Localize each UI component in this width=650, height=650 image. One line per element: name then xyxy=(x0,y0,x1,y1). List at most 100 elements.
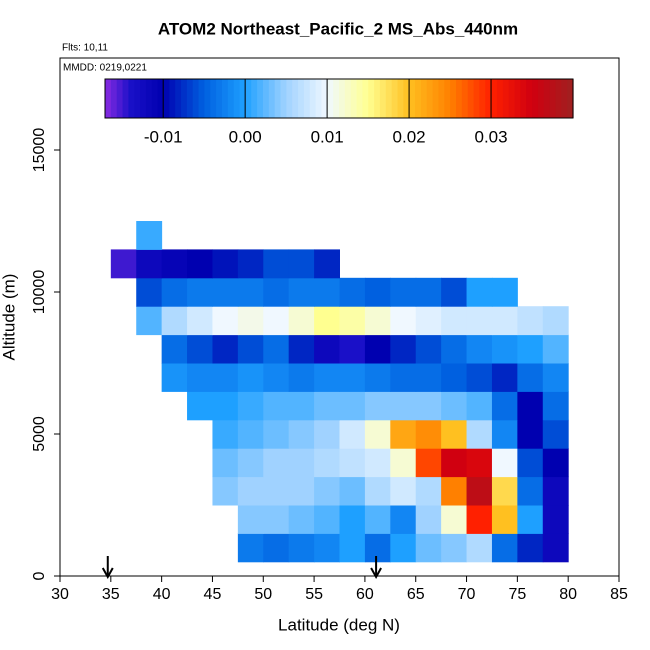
heatmap-cell xyxy=(466,306,493,336)
heatmap-cell xyxy=(288,391,315,421)
colorbar-swatch xyxy=(356,79,363,118)
heatmap-cell xyxy=(237,505,264,534)
heatmap-cell xyxy=(542,363,569,392)
heatmap-cell xyxy=(212,334,239,364)
heatmap-cell xyxy=(415,476,442,506)
heatmap-cell xyxy=(542,334,569,364)
heatmap-cell xyxy=(288,448,315,478)
heatmap-cell xyxy=(263,277,290,307)
heatmap-cell xyxy=(288,505,315,534)
y-axis-label: Altitude (m) xyxy=(0,274,18,361)
heatmap-cell xyxy=(237,334,264,364)
heatmap-cell xyxy=(237,533,264,563)
heatmap-cell xyxy=(339,391,366,421)
colorbar-swatch xyxy=(450,79,457,118)
colorbar-swatch xyxy=(251,79,258,118)
heatmap-cell xyxy=(364,419,391,449)
heatmap-cell xyxy=(187,334,213,364)
heatmap-cell xyxy=(288,533,315,563)
heatmap-cell xyxy=(517,391,544,421)
heatmap-cell xyxy=(364,448,391,478)
heatmap-cell xyxy=(314,249,340,279)
x-tick-label: 80 xyxy=(559,586,577,603)
heatmap-cell xyxy=(390,419,417,449)
heatmap-cell xyxy=(187,306,213,336)
arrow-head xyxy=(370,567,382,580)
heatmap-cell xyxy=(491,277,518,307)
colorbar-swatch xyxy=(198,79,206,118)
heatmap-cell xyxy=(491,306,518,336)
heatmap-cell xyxy=(136,221,163,250)
heatmap-cell xyxy=(314,363,340,392)
colorbar-swatch xyxy=(268,79,276,118)
heatmap-cell xyxy=(263,448,290,478)
heatmap-cell xyxy=(466,448,493,478)
colorbar-swatch xyxy=(122,79,129,118)
heatmap-cell xyxy=(390,306,417,336)
heatmap-cell xyxy=(237,419,264,449)
y-tick-label: 10000 xyxy=(31,270,48,315)
heatmap-cell xyxy=(390,363,417,392)
heatmap-cell xyxy=(136,249,163,279)
heatmap-cell xyxy=(491,334,518,364)
heatmap-cell xyxy=(314,306,340,336)
colorbar-swatch xyxy=(520,79,527,118)
heatmap-cell xyxy=(288,419,315,449)
heatmap-cell xyxy=(390,533,417,563)
x-tick-label: 45 xyxy=(204,586,222,603)
colorbar-swatch xyxy=(280,79,287,118)
heatmap-cell xyxy=(187,363,213,392)
colorbar-swatch xyxy=(315,79,323,118)
heatmap-cell xyxy=(314,533,340,563)
colorbar-swatch xyxy=(549,79,557,118)
colorbar-swatch xyxy=(567,79,574,118)
heatmap-cell xyxy=(441,448,468,478)
colorbar-swatch xyxy=(327,79,334,118)
heatmap-cell xyxy=(314,334,340,364)
colorbar-swatch xyxy=(181,79,188,118)
heatmap-cell xyxy=(237,448,264,478)
heatmap-cell xyxy=(263,533,290,563)
heatmap-cell xyxy=(415,419,442,449)
colorbar-swatch xyxy=(379,79,387,118)
heatmap-cell xyxy=(339,363,366,392)
colorbar-swatch xyxy=(321,79,328,118)
heatmap-cell xyxy=(161,249,188,279)
x-tick-label: 85 xyxy=(610,586,628,603)
heatmap-cell xyxy=(517,363,544,392)
colorbar-swatch xyxy=(403,79,410,118)
chart-title: ATOM2 Northeast_Pacific_2 MS_Abs_440nm xyxy=(158,19,518,38)
heatmap-cell xyxy=(441,306,468,336)
y-tick-label: 5000 xyxy=(31,416,48,452)
colorbar-swatch xyxy=(192,79,200,118)
colorbar-swatch xyxy=(105,79,112,118)
heatmap-cell xyxy=(415,277,442,307)
x-axis-label: Latitude (deg N) xyxy=(278,615,400,634)
x-tick-label: 75 xyxy=(508,586,526,603)
heatmap-cell xyxy=(263,476,290,506)
heatmap-cell xyxy=(415,391,442,421)
colorbar-swatch xyxy=(397,79,404,118)
heatmap-cell xyxy=(415,533,442,563)
colorbar-swatch xyxy=(292,79,299,118)
colorbar-swatch xyxy=(362,79,369,118)
colorbar-swatch xyxy=(543,79,551,118)
colorbar-swatch xyxy=(339,79,346,118)
heatmap-cell xyxy=(161,334,188,364)
heatmap-cell xyxy=(288,476,315,506)
x-tick-label: 30 xyxy=(51,586,69,603)
heatmap-cell xyxy=(288,363,315,392)
heatmap-cell xyxy=(491,448,518,478)
heatmap-cell xyxy=(364,476,391,506)
heatmap-cell xyxy=(466,476,493,506)
colorbar-swatch xyxy=(134,79,141,118)
colorbar-swatch xyxy=(502,79,510,118)
heatmap-cell xyxy=(466,334,493,364)
heatmap-cell xyxy=(288,277,315,307)
colorbar-swatch xyxy=(514,79,521,118)
heatmap-cell xyxy=(263,505,290,534)
heatmap-cell xyxy=(542,448,569,478)
colorbar-swatch xyxy=(257,79,264,118)
heatmap-cell xyxy=(237,306,264,336)
colorbar-tick-label: 0.02 xyxy=(393,127,426,146)
